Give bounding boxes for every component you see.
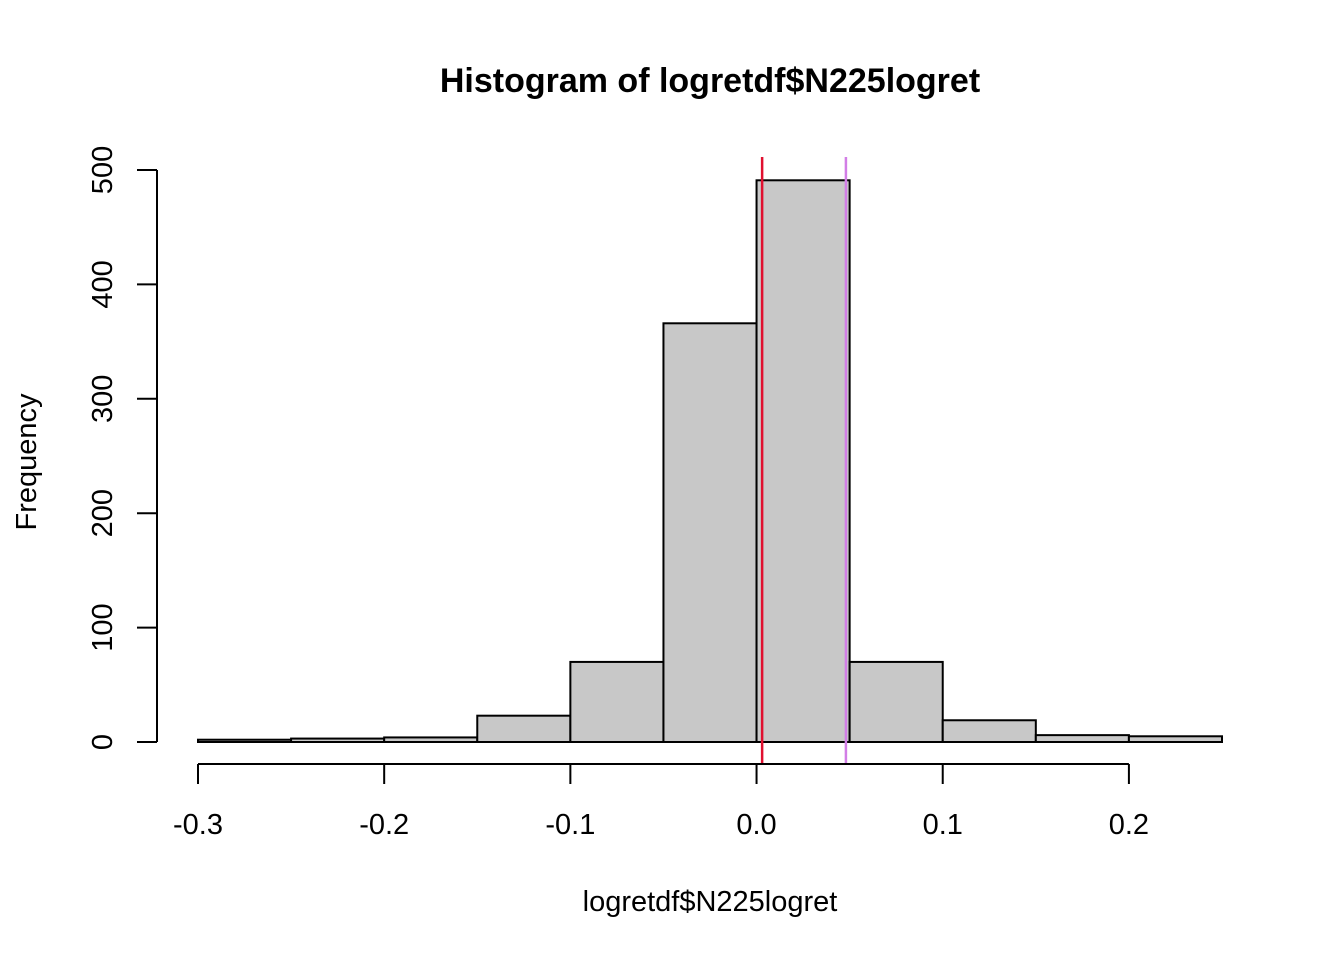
y-axis-label: Frequency bbox=[11, 393, 43, 531]
histogram-bar-10 bbox=[1127, 735, 1223, 744]
histogram-bar-3 bbox=[476, 714, 572, 743]
y-tick-label-4: 400 bbox=[87, 260, 119, 308]
histogram-bar-1 bbox=[290, 737, 386, 743]
x-tick-label-1: -0.2 bbox=[359, 809, 409, 841]
y-tick-label-5: 500 bbox=[87, 146, 119, 194]
y-tick-label-2: 200 bbox=[87, 489, 119, 537]
x-axis-label: logretdf$N225logret bbox=[583, 886, 838, 918]
y-axis: 0 100 200 300 400 500 bbox=[87, 146, 158, 750]
x-axis: -0.3 -0.2 -0.1 0.0 0.1 0.2 bbox=[173, 763, 1149, 841]
histogram-bar-6 bbox=[755, 179, 851, 743]
histogram-bar-8 bbox=[941, 719, 1037, 743]
x-tick-label-2: -0.1 bbox=[545, 809, 595, 841]
y-tick-label-1: 100 bbox=[87, 603, 119, 651]
histogram-bar-2 bbox=[383, 736, 479, 744]
histogram-bar-4 bbox=[569, 660, 665, 743]
y-tick-label-0: 0 bbox=[87, 734, 119, 750]
x-tick-label-5: 0.2 bbox=[1109, 809, 1149, 841]
histogram-bar-7 bbox=[848, 660, 944, 743]
chart-title: Histogram of logretdf$N225logret bbox=[440, 62, 980, 100]
histogram-bar-0 bbox=[197, 738, 293, 743]
histogram-bar-9 bbox=[1034, 734, 1130, 743]
y-tick-label-3: 300 bbox=[87, 375, 119, 423]
bars-group bbox=[197, 179, 1223, 744]
x-tick-label-0: -0.3 bbox=[173, 809, 223, 841]
vlines-group bbox=[760, 157, 848, 764]
x-tick-label-4: 0.1 bbox=[923, 809, 963, 841]
x-tick-label-3: 0.0 bbox=[736, 809, 776, 841]
histogram-bar-5 bbox=[662, 322, 758, 743]
